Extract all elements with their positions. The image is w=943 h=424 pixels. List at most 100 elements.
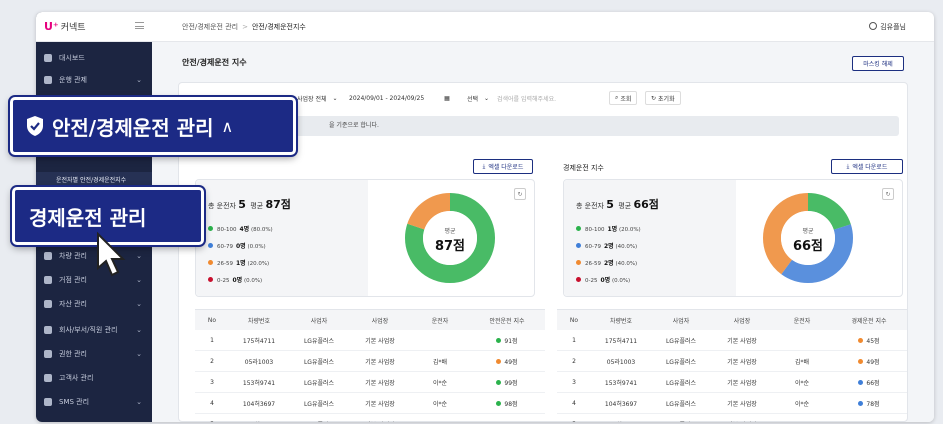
table-row[interactable]: 4 104허3697 LG유플러스 기본 사업장 이*순 98점 [195, 393, 545, 414]
mouse-pointer-icon [97, 231, 126, 277]
score-cell: 49점 [831, 357, 907, 366]
column-header[interactable]: 운전자 [793, 317, 811, 325]
hamburger-icon[interactable] [135, 22, 144, 29]
safety-table: No 차량번호 사업자 사업장 운전자 안전운전 지수 1 175허4711 LG유플러스 기본 … [195, 309, 545, 422]
shield-check-icon [27, 116, 43, 136]
table-row[interactable]: 2 05라1003 LG유플러스 기본 사업장 김*배 49점 [195, 351, 545, 372]
table-cell: 3 [572, 378, 576, 386]
breadcrumb-parent[interactable]: 안전/경제운전 관리 [182, 22, 239, 31]
table-row[interactable]: 3 153허9741 LG유플러스 기본 사업장 이*순 99점 [195, 372, 545, 393]
column-header[interactable]: 차량번호 [247, 317, 271, 325]
table-row[interactable]: 3 153허9741 LG유플러스 기본 사업장 이*순 66점 [557, 372, 907, 393]
economy-donut-value: 66점 [792, 239, 824, 254]
table-cell: 기본 사업장 [727, 400, 757, 408]
refresh-icon[interactable]: ↻ [882, 188, 894, 200]
table-row[interactable]: 1 175허4711 LG유플러스 기본 사업장 91점 [195, 330, 545, 351]
callout-safety-economy-management: 안전/경제운전 관리 ∧ [10, 97, 296, 155]
sidebar-item-permission[interactable]: 권한 관리 ⌄ [36, 342, 152, 366]
chevron-down-icon: ⌄ [332, 94, 338, 102]
column-header[interactable]: 차량번호 [609, 317, 633, 325]
user-menu[interactable]: 김유플님 [869, 22, 906, 32]
chevron-down-icon: ⌄ [484, 94, 490, 102]
type-select[interactable]: 선택 ⌄ [467, 94, 490, 103]
economy-legend-60: 60-79 2명 (40.0%) [576, 241, 637, 250]
sidebar-item-org[interactable]: 회사/부서/직원 관리 ⌄ [36, 318, 152, 342]
score-dot-icon [858, 337, 864, 343]
column-header[interactable]: No [569, 316, 579, 324]
unmask-button[interactable]: 마스킹 해제 [852, 56, 904, 71]
table-cell: 이*순 [794, 379, 810, 387]
table-cell: LG유플러스 [303, 358, 335, 366]
index-card: 사업장 전체 ⌄ 2024/09/01 - 2024/09/25 ▦ 선택 ⌄ 검색어… [178, 82, 908, 422]
economy-excel-download-button[interactable]: ⤓ 엑셀 다운로드 [831, 159, 903, 174]
search-input[interactable]: 검색어를 입력해주세요. [497, 95, 557, 103]
sidebar-item-base[interactable]: 거점 관리 ⌄ [36, 268, 152, 292]
sidebar-item-vehicle[interactable]: 차량 관리 ⌄ [36, 244, 152, 268]
sidebar-item-dashboard[interactable]: 대시보드 [36, 46, 152, 70]
table-cell: 기본 사업장 [727, 379, 757, 387]
control-icon [44, 76, 52, 84]
table-cell: 1 [572, 336, 576, 344]
column-header[interactable]: 안전운전 지수 [489, 317, 525, 325]
table-row[interactable]: 5172허3834LG유플러스기본 사업장 91점 [557, 414, 907, 422]
callout-economy-management: 경제운전 관리 [12, 187, 204, 245]
safety-summary: 총 운전자 5 평균 87점 80-100 4명 (80.0%) 60-79 0명 … [195, 179, 535, 297]
table-cell: 05라1003 [244, 358, 274, 366]
site-select[interactable]: 사업장 전체 ⌄ [297, 94, 338, 103]
sidebar-subitem-driver-index[interactable]: 운전자별 안전/경제운전지수 [36, 172, 152, 190]
reset-button[interactable]: ↻ 초기화 [645, 91, 681, 105]
donut-segment-26-59 [763, 193, 853, 283]
calendar-icon[interactable]: ▦ [444, 94, 450, 102]
table-cell: 3 [210, 378, 214, 386]
search-button[interactable]: ⌕ 조회 [609, 91, 638, 105]
table-header: No 차량번호 사업자 사업장 운전자 경제운전 지수 [557, 310, 907, 330]
score-dot-icon [494, 421, 500, 422]
logo[interactable]: U⁺ 커넥트 [36, 12, 152, 42]
sidebar-item-asset[interactable]: 자산 관리 ⌄ [36, 292, 152, 316]
column-header[interactable]: 운전자 [431, 317, 449, 325]
breadcrumb: 안전/경제운전 관리 > 안전/경제운전지수 김유플님 [152, 12, 934, 42]
column-header[interactable]: 사업장 [371, 317, 389, 325]
app-window: U⁺ 커넥트 대시보드 운행 관제 ⌄ 운전자별 안전/경제운전지수 차량 관리 ⌄… [36, 12, 934, 422]
column-header[interactable]: No [207, 316, 217, 324]
chevron-down-icon: ⌄ [136, 300, 142, 308]
notice-bar: 을 기준으로 합니다. [189, 116, 899, 136]
sidebar-item-customer[interactable]: 고객사 관리 [36, 366, 152, 390]
brand-mark: U⁺ [44, 20, 59, 33]
table-cell: 기본 사업장 [365, 337, 395, 345]
table-row[interactable]: 5172허3834LG유플러스기본 사업장 100점 [195, 414, 545, 422]
table-cell: 104허3697 [242, 400, 276, 408]
table-header: No 차량번호 사업자 사업장 운전자 안전운전 지수 [195, 310, 545, 330]
table-cell: 기본 사업장 [727, 358, 757, 366]
safety-excel-download-button[interactable]: ⤓ 엑셀 다운로드 [473, 159, 533, 174]
chevron-up-icon: ∧ [221, 116, 234, 136]
table-cell: 2 [572, 357, 576, 365]
safety-total-line: 총 운전자 5 평균 87점 [208, 198, 291, 211]
score-dot-icon [858, 400, 864, 406]
table-row[interactable]: 1 175허4711 LG유플러스 기본 사업장 45점 [557, 330, 907, 351]
sidebar-item-driving-control[interactable]: 운행 관제 ⌄ [36, 68, 152, 92]
download-icon: ⤓ [482, 162, 486, 170]
score-dot-icon [496, 358, 502, 364]
chevron-down-icon: ⌄ [136, 76, 142, 84]
table-row[interactable]: 2 05라1003 LG유플러스 기본 사업장 김*배 49점 [557, 351, 907, 372]
score-cell: 78점 [831, 399, 907, 408]
table-cell: 김*배 [432, 358, 448, 366]
table-cell: 1 [210, 336, 214, 344]
table-cell: 기본 사업장 [365, 379, 395, 387]
table-cell: 4 [572, 399, 576, 407]
refresh-icon[interactable]: ↻ [514, 188, 526, 200]
column-header[interactable]: 경제운전 지수 [851, 317, 887, 325]
column-header[interactable]: 사업장 [733, 317, 751, 325]
economy-summary: 총 운전자 5 평균 66점 80-100 1명 (20.0%) 60-79 2명 … [563, 179, 903, 297]
safety-legend-60: 60-79 0명 (0.0%) [208, 241, 266, 250]
table-cell: 4 [210, 399, 214, 407]
column-header[interactable]: 사업자 [672, 317, 690, 325]
table-cell: 2 [210, 357, 214, 365]
sidebar-item-sms[interactable]: SMS 관리 ⌄ [36, 390, 152, 414]
column-header[interactable]: 사업자 [310, 317, 328, 325]
score-dot-icon [858, 358, 864, 364]
date-range-field[interactable]: 2024/09/01 - 2024/09/25 ▦ [349, 94, 450, 102]
economy-section-title: 경제운전 지수 [563, 164, 604, 172]
table-row[interactable]: 4 104허3697 LG유플러스 기본 사업장 이*순 78점 [557, 393, 907, 414]
